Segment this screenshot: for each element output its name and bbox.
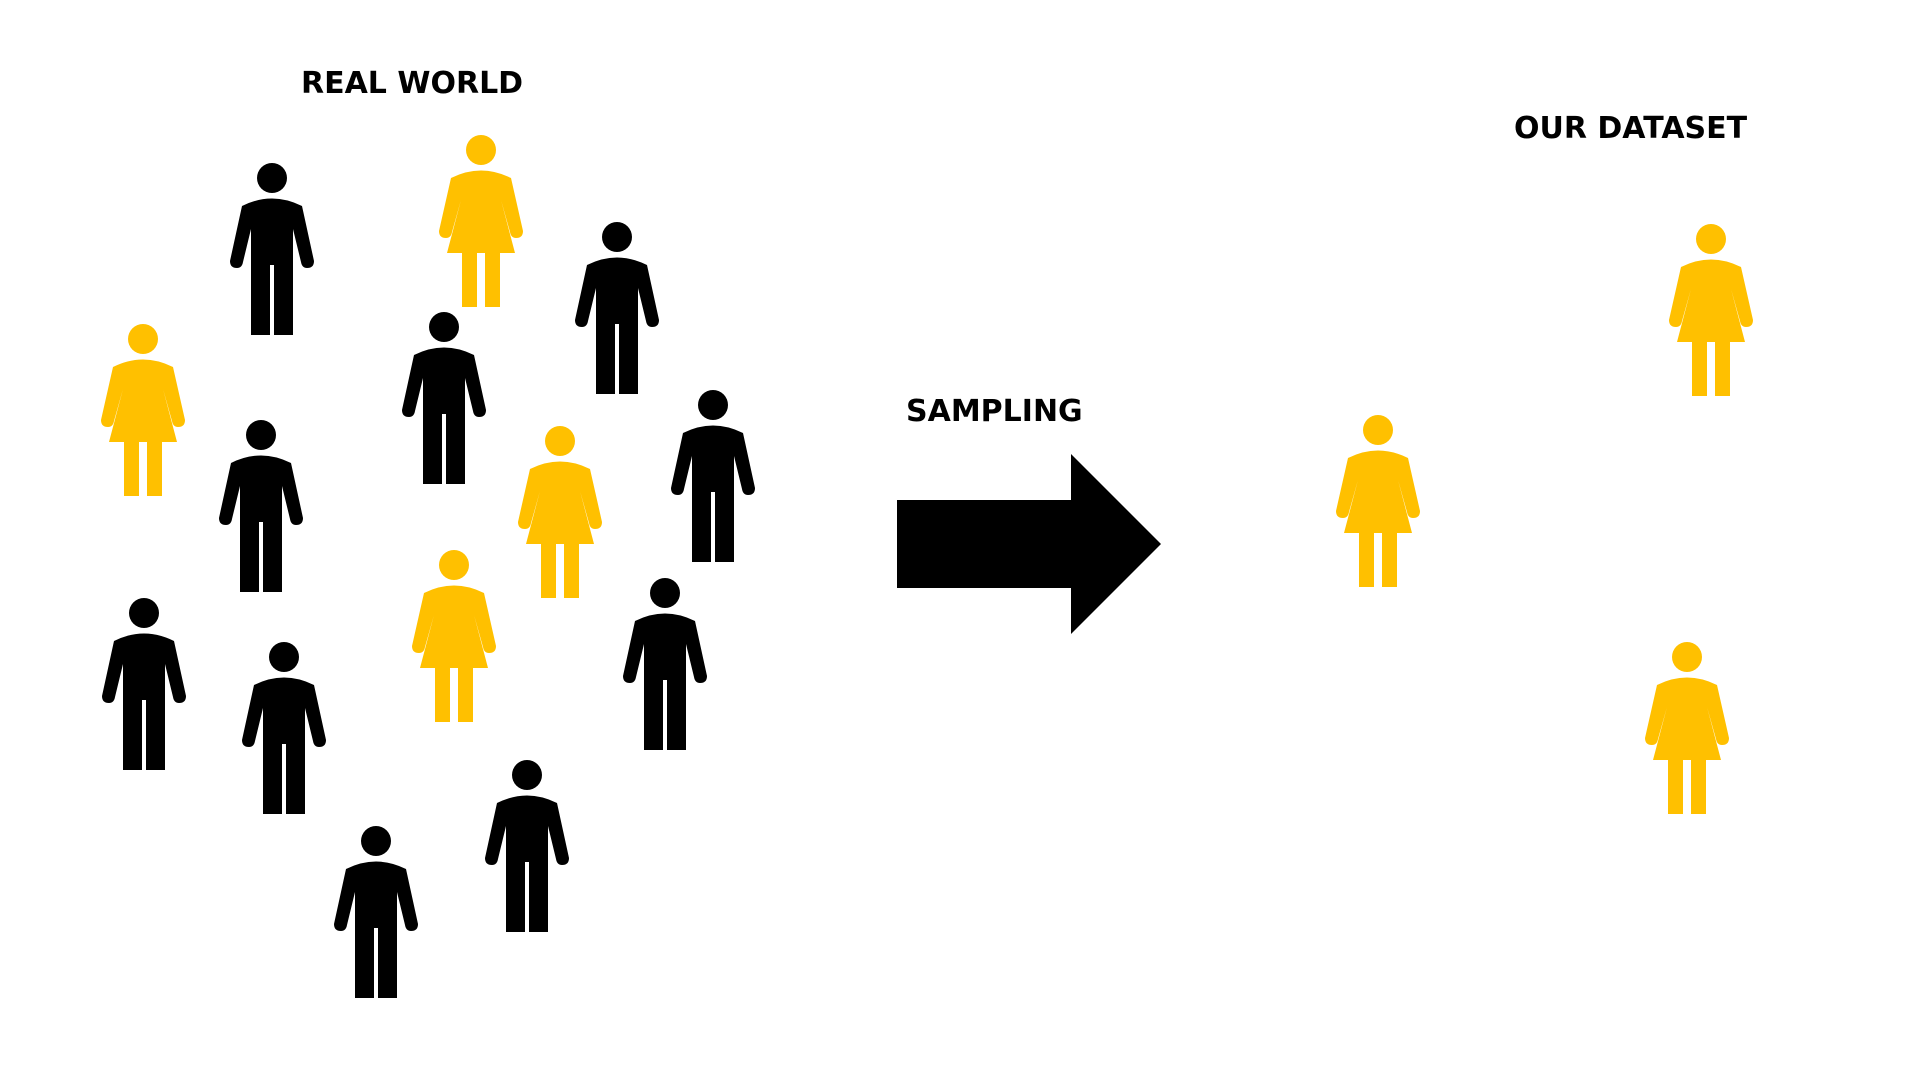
woman-figure-shape	[439, 135, 523, 307]
our-dataset-title: OUR DATASET	[1514, 111, 1748, 146]
man-icon	[623, 578, 707, 750]
woman-icon	[1336, 415, 1420, 587]
woman-icon	[1669, 224, 1753, 396]
woman-icon	[518, 426, 602, 598]
arrow-shape	[897, 454, 1161, 634]
woman-figure-shape	[1336, 415, 1420, 587]
man-icon	[334, 826, 418, 998]
woman-figure-shape	[1669, 224, 1753, 396]
woman-figure-shape	[101, 324, 185, 496]
man-icon	[485, 760, 569, 932]
woman-icon	[439, 135, 523, 307]
woman-icon	[101, 324, 185, 496]
real-world-title: REAL WORLD	[301, 66, 524, 101]
woman-figure-shape	[518, 426, 602, 598]
woman-icon	[412, 550, 496, 722]
man-figure-shape	[575, 222, 659, 394]
woman-figure-shape	[412, 550, 496, 722]
man-figure-shape	[623, 578, 707, 750]
man-figure-shape	[334, 826, 418, 998]
man-figure-shape	[402, 312, 486, 484]
woman-icon	[1645, 642, 1729, 814]
man-icon	[242, 642, 326, 814]
sampling-label: SAMPLING	[906, 394, 1083, 429]
man-icon	[230, 163, 314, 335]
man-figure-shape	[485, 760, 569, 932]
woman-figure-shape	[1645, 642, 1729, 814]
right-arrow-icon	[897, 454, 1161, 634]
man-icon	[402, 312, 486, 484]
man-icon	[102, 598, 186, 770]
man-figure-shape	[671, 390, 755, 562]
man-figure-shape	[219, 420, 303, 592]
man-figure-shape	[242, 642, 326, 814]
man-icon	[219, 420, 303, 592]
man-figure-shape	[230, 163, 314, 335]
man-icon	[671, 390, 755, 562]
man-figure-shape	[102, 598, 186, 770]
man-icon	[575, 222, 659, 394]
